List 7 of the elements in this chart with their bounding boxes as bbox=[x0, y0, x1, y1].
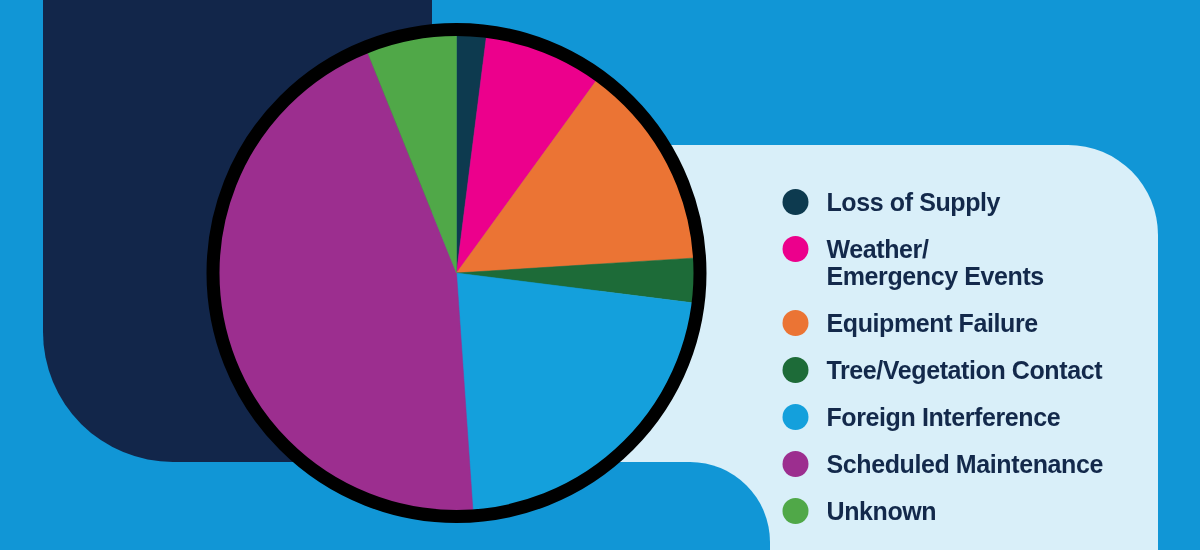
legend-label: Equipment Failure bbox=[826, 309, 1039, 337]
legend-label: Loss of Supply bbox=[826, 188, 1001, 216]
legend-label: Tree/Vegetation Contact bbox=[826, 356, 1104, 384]
legend-label: Unknown bbox=[826, 497, 937, 525]
legend-label: Scheduled Maintenance bbox=[826, 450, 1104, 478]
legend-label: Foreign Interference bbox=[826, 403, 1061, 431]
legend-label: Weather/ Emergency Events bbox=[826, 235, 1044, 290]
